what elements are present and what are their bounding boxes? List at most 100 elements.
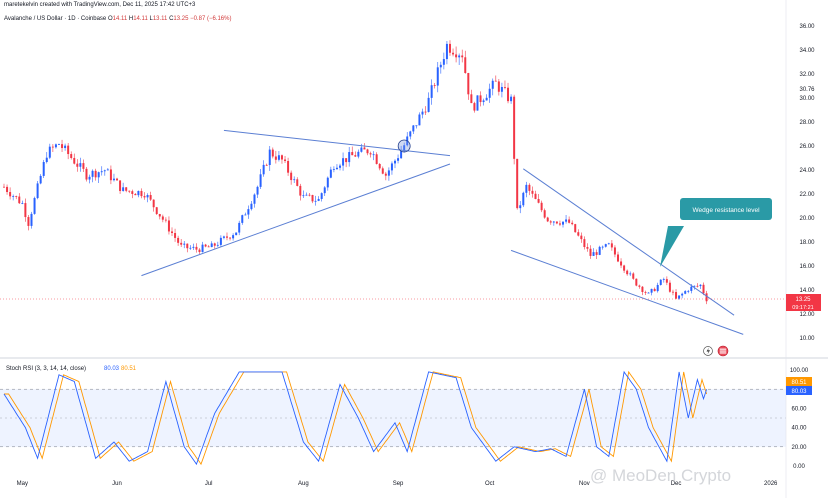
candle-body [103, 170, 106, 172]
candle-body [271, 149, 274, 157]
high-value: 14.11 [133, 16, 148, 22]
candle-body [528, 184, 531, 191]
candle-body [128, 190, 131, 192]
trendline [510, 249, 744, 335]
candle-body [562, 221, 565, 225]
candle-body [345, 158, 348, 163]
time-tick-label: Jul [205, 481, 213, 487]
candle-body [33, 198, 36, 214]
candle-body [684, 291, 687, 294]
candle-body [192, 246, 195, 248]
candle-body [620, 261, 623, 266]
high-label: H [128, 16, 134, 22]
price-tick-label: 20.00 [799, 216, 815, 222]
price-tick-label: 24.00 [799, 168, 815, 174]
candle-body [384, 173, 387, 176]
attribution: maretekelvin created with TradingView.co… [4, 2, 196, 8]
candle-body [82, 163, 85, 169]
candle-body [565, 219, 568, 222]
candle-body [442, 59, 445, 65]
candle-body [85, 168, 88, 180]
candle-body [403, 145, 406, 152]
candle-body [626, 270, 629, 275]
candle-body [485, 97, 488, 101]
candle-body [112, 178, 115, 181]
candle-body [702, 284, 705, 294]
candle-body [412, 125, 415, 132]
candle-body [314, 200, 317, 202]
candle-body [488, 88, 491, 98]
candle-body [516, 158, 519, 209]
candle-body [433, 85, 436, 87]
time-tick-label: Dec [671, 481, 682, 487]
candle-body [351, 152, 354, 156]
instrument-label: Avalanche / US Dollar · 1D · Coinbase [4, 16, 107, 22]
price-tick-label: 14.00 [799, 288, 815, 294]
candle-body [30, 213, 33, 226]
candle-body [195, 246, 198, 250]
candle-body [250, 203, 253, 210]
trendline [141, 163, 451, 277]
trendline [223, 129, 451, 157]
candle-body [284, 159, 287, 161]
rsi-d-badge: 80.51 [786, 377, 812, 386]
price-tick-label: 10.00 [799, 336, 815, 342]
wedge-resistance-callout: Wedge resistance level [660, 198, 772, 267]
trendlines [141, 129, 744, 335]
candle-body [158, 214, 161, 217]
candle-body [397, 158, 400, 161]
price-tick-label: 22.00 [799, 192, 815, 198]
price-tick-label: 26.00 [799, 144, 815, 150]
last-price-value: 13.25 [795, 297, 811, 303]
candle-body [225, 236, 228, 238]
candle-body [167, 220, 170, 232]
candle-body [299, 185, 302, 196]
candle-body [320, 193, 323, 199]
candle-body [186, 243, 189, 249]
candle-body [342, 158, 345, 166]
candle-body [24, 203, 27, 218]
candle-body [146, 195, 149, 198]
candle-body [531, 190, 534, 194]
candle-body [12, 196, 15, 197]
rsi-band [0, 389, 786, 447]
candle-body [439, 64, 442, 68]
time-tick-label: May [17, 481, 28, 487]
candle-body [555, 221, 558, 224]
callout-box [680, 198, 772, 220]
candle-body [180, 242, 183, 245]
candle-body [222, 236, 225, 238]
candle-body [387, 170, 390, 176]
candle-body [241, 215, 244, 223]
flash-icon[interactable] [703, 346, 713, 356]
stoch-rsi-lines [3, 370, 708, 466]
candle-body [390, 163, 393, 171]
flag-icon[interactable] [717, 345, 729, 357]
last-price-badge: 13.25 09:17:21 [786, 294, 821, 311]
candle-body [91, 170, 94, 177]
candle-body [494, 80, 497, 82]
candle-body [21, 203, 24, 204]
candle-body [678, 295, 681, 299]
candle-body [61, 144, 64, 149]
candle-body [97, 172, 100, 178]
rsi-k-value: 80.03 [791, 389, 807, 395]
candle-body [467, 73, 470, 95]
candle-body [641, 286, 644, 292]
rsi-tick-label: 0.00 [793, 464, 805, 470]
candle-body [88, 176, 91, 180]
candle-body [3, 186, 5, 188]
candle-body [332, 169, 335, 170]
candle-body [381, 168, 384, 174]
candle-body [400, 151, 403, 159]
candle-body [262, 164, 265, 175]
candle-body [592, 252, 595, 256]
candle-body [134, 193, 137, 196]
candle-body [616, 254, 619, 262]
candle-body [216, 244, 219, 246]
time-tick-label: Nov [579, 481, 590, 487]
candle-body [665, 279, 668, 283]
candle-body [452, 52, 455, 55]
open-label: O [107, 16, 113, 22]
